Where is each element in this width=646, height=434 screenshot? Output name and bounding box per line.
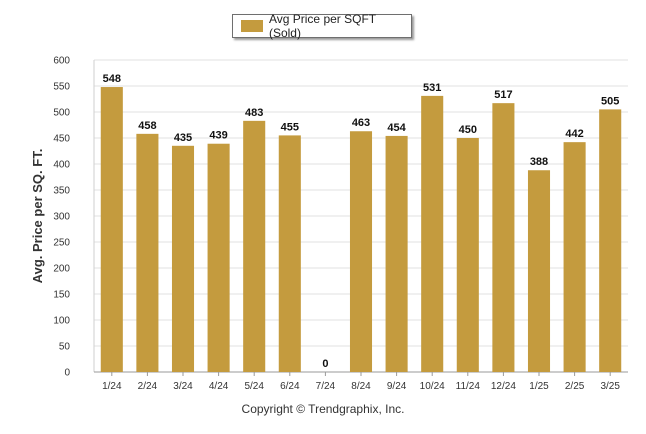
data-label: 450: [459, 124, 477, 136]
bar: [171, 145, 195, 372]
data-label: 458: [138, 120, 156, 132]
data-label: 388: [530, 156, 548, 168]
copyright-text: Copyright © Trendgraphix, Inc.: [241, 402, 405, 416]
y-tick-label: 600: [53, 56, 70, 67]
x-tick-label: 11/24: [456, 381, 481, 392]
data-label: 483: [245, 107, 263, 119]
data-label: 454: [387, 122, 406, 134]
bar: [349, 131, 373, 372]
x-tick-label: 6/24: [280, 381, 300, 392]
bar: [207, 143, 230, 372]
data-label: 531: [423, 82, 441, 94]
bar: [456, 138, 479, 372]
y-tick-label: 150: [53, 290, 70, 301]
x-tick-label: 5/24: [244, 381, 264, 392]
y-tick-label: 200: [53, 264, 70, 275]
data-label: 463: [352, 117, 370, 129]
bar: [527, 170, 551, 372]
y-tick-label: 500: [53, 108, 70, 119]
y-axis-label: Avg. Price per SQ. FT.: [30, 149, 45, 284]
bar: [421, 95, 444, 372]
y-tick-label: 300: [53, 212, 70, 223]
x-tick-label: 8/24: [351, 381, 371, 392]
data-label: 505: [601, 95, 619, 107]
data-label: 517: [494, 89, 512, 101]
data-label: 455: [281, 121, 299, 133]
y-tick-label: 550: [53, 82, 70, 93]
x-tick-label: 12/24: [491, 381, 516, 392]
legend-label: Avg Price per SQFT (Sold): [268, 12, 376, 40]
x-tick-label: 4/24: [209, 381, 229, 392]
x-tick-label: 1/25: [529, 381, 549, 392]
x-tick-label: 3/25: [600, 381, 620, 392]
data-label: 439: [209, 130, 227, 142]
y-tick-label: 50: [59, 342, 71, 353]
bar: [243, 120, 266, 372]
x-tick-label: 7/24: [316, 381, 336, 392]
data-label: 548: [103, 73, 121, 85]
data-label: 442: [565, 128, 583, 140]
bar: [278, 135, 301, 372]
bar: [563, 142, 586, 372]
data-label: 0: [322, 358, 328, 370]
legend: Avg Price per SQFT (Sold): [232, 12, 412, 40]
y-tick-label: 350: [53, 186, 70, 197]
y-tick-label: 250: [53, 238, 70, 249]
bar: [100, 87, 123, 372]
plot-area: 0 50 100 150 200 250 300 350 400 450 500 550 600 Avg.…: [30, 56, 628, 392]
data-label: 435: [174, 132, 192, 144]
y-tick-label: 400: [53, 160, 70, 171]
x-tick-label: 3/24: [173, 381, 193, 392]
y-tick-label: 100: [53, 316, 70, 327]
y-tick-label: 0: [64, 368, 70, 379]
x-tick-label: 2/24: [138, 381, 158, 392]
y-tick-label: 450: [53, 134, 70, 145]
bar: [492, 103, 515, 372]
x-tick-label: 1/24: [102, 381, 122, 392]
legend-swatch: [241, 20, 263, 32]
bar: [385, 135, 408, 372]
bar: [599, 109, 622, 373]
bar: [136, 133, 159, 372]
x-tick-label: 10/24: [420, 381, 445, 392]
x-tick-label: 9/24: [387, 381, 407, 392]
x-tick-label: 2/25: [565, 381, 585, 392]
